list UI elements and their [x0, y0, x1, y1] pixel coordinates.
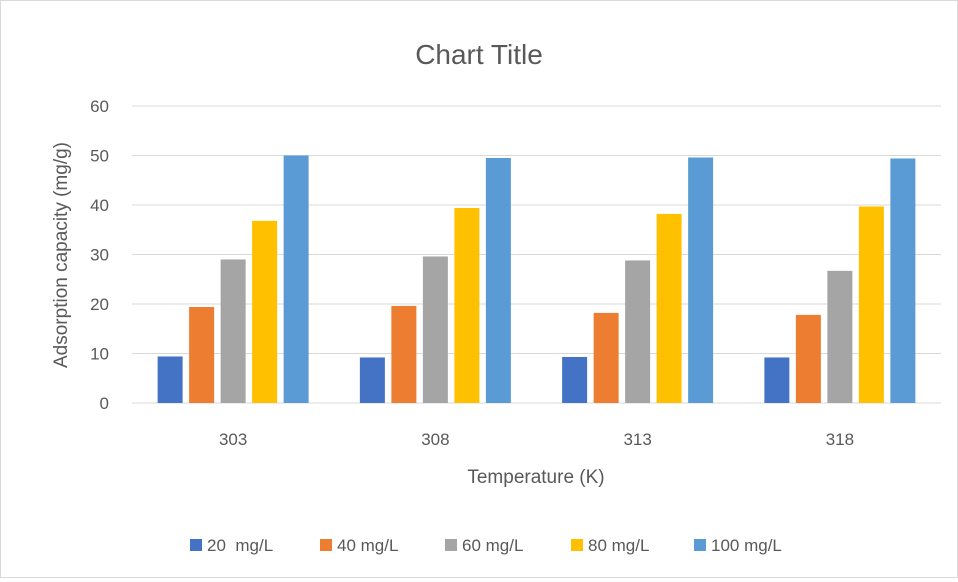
bar	[858, 206, 884, 403]
bar	[890, 158, 916, 403]
bar	[562, 356, 588, 403]
y-tick-label: 0	[100, 394, 109, 413]
chart-title: Chart Title	[415, 39, 543, 70]
legend-swatch	[190, 539, 202, 551]
x-axis-title: Temperature (K)	[467, 467, 604, 488]
bar	[422, 256, 448, 403]
bar	[359, 357, 385, 403]
bar	[827, 270, 853, 403]
bar	[593, 312, 619, 403]
legend-label: 60 mg/L	[462, 536, 523, 555]
y-tick-label: 60	[90, 97, 109, 116]
bar	[252, 220, 278, 403]
bar	[157, 356, 183, 403]
bar	[764, 357, 790, 403]
bar	[391, 305, 417, 403]
legend-swatch	[694, 539, 706, 551]
y-tick-label: 40	[90, 196, 109, 215]
legend-swatch	[320, 539, 332, 551]
y-tick-label: 10	[90, 345, 109, 364]
legend-swatch	[571, 539, 583, 551]
bars	[157, 155, 916, 403]
legend-label: 80 mg/L	[588, 536, 649, 555]
x-axis-ticks: 303 308 313 318	[219, 430, 854, 449]
y-axis-title: Adsorption capacity (mg/g)	[51, 142, 72, 368]
legend-label: 40 mg/L	[337, 536, 398, 555]
y-tick-label: 30	[90, 246, 109, 265]
x-tick-label: 303	[219, 430, 247, 449]
legend-label: 100 mg/L	[711, 536, 782, 555]
bar	[485, 157, 511, 403]
y-tick-label: 20	[90, 295, 109, 314]
bar	[189, 306, 215, 403]
y-tick-label: 50	[90, 147, 109, 166]
y-axis-ticks: 0 10 20 30 40 50 60	[90, 97, 109, 413]
bar	[625, 260, 651, 403]
x-tick-label: 308	[421, 430, 449, 449]
bar	[795, 314, 821, 403]
bar	[220, 259, 246, 403]
bar	[688, 157, 714, 403]
x-tick-label: 313	[623, 430, 651, 449]
bar	[656, 213, 682, 403]
legend-swatch	[445, 539, 457, 551]
bar	[283, 155, 309, 403]
x-tick-label: 318	[826, 430, 854, 449]
legend: 20 mg/L 40 mg/L 60 mg/L 80 mg/L 100 mg/L	[190, 536, 782, 555]
legend-label: 20 mg/L	[207, 536, 273, 555]
bar	[454, 207, 480, 403]
